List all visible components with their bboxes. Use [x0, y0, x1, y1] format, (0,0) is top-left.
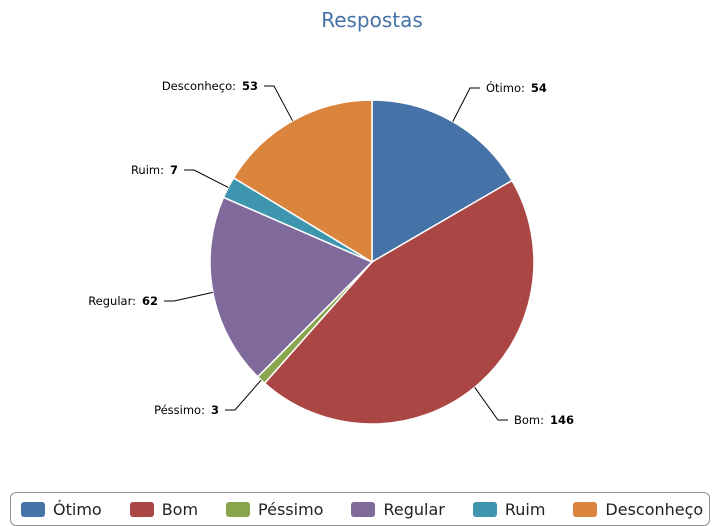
- legend-label: Ótimo: [53, 499, 102, 519]
- data-label-name: Regular:: [88, 294, 136, 308]
- data-label-name: Bom:: [514, 413, 544, 427]
- data-label-value: 146: [550, 413, 574, 427]
- legend-label: Desconheço: [605, 499, 704, 519]
- legend-swatch: [129, 501, 154, 517]
- data-label-value: 62: [142, 294, 158, 308]
- legend-swatch: [573, 501, 598, 517]
- legend-item-3[interactable]: Regular: [351, 499, 445, 519]
- pie-slices: [209, 99, 535, 425]
- connector-line-1: [474, 387, 508, 421]
- legend-item-4[interactable]: Ruim: [472, 499, 546, 519]
- connector-line-4: [184, 169, 229, 188]
- legend-item-0[interactable]: Ótimo: [21, 500, 102, 519]
- data-label-value: 53: [242, 79, 258, 93]
- data-label-4: Ruim: 7: [131, 163, 178, 177]
- legend-swatch: [226, 501, 251, 517]
- legend-swatch: [21, 501, 45, 517]
- data-label-0: Ótimo: 54: [486, 80, 547, 95]
- chart-title: Respostas: [321, 8, 423, 32]
- legend-swatch: [351, 501, 376, 517]
- legend-item-5[interactable]: Desconheço: [573, 500, 703, 519]
- pie-slice-1: [263, 179, 535, 425]
- data-label-name: Péssimo:: [154, 403, 205, 417]
- data-label-name: Ruim:: [131, 163, 164, 177]
- connector-line-2: [225, 379, 262, 411]
- data-label-1: Bom: 146: [514, 413, 574, 427]
- pie-slice-3: [209, 196, 374, 378]
- legend-item-2[interactable]: Péssimo: [226, 500, 323, 519]
- connector-line-3: [164, 291, 214, 302]
- data-label-name: Desconheço:: [162, 79, 236, 93]
- legend-label: Regular: [383, 499, 445, 519]
- legend: Ótimo Bom Péssimo Regular Ruim Desconheço: [10, 492, 710, 526]
- data-label-name: Ótimo:: [486, 80, 525, 95]
- connector-line-0: [452, 87, 480, 122]
- legend-label: Bom: [161, 499, 199, 519]
- data-label-3: Regular: 62: [88, 294, 158, 308]
- legend-swatch: [472, 501, 497, 517]
- connector-line-5: [264, 85, 294, 122]
- data-label-value: 7: [170, 163, 178, 177]
- data-label-2: Péssimo: 3: [154, 403, 219, 417]
- pie-chart: Respostas Ótimo: 54 Bom: 146 Péssimo: 3 Regula…: [88, 8, 574, 427]
- data-label-5: Desconheço: 53: [162, 79, 258, 93]
- legend-label: Ruim: [504, 499, 546, 519]
- data-label-value: 3: [211, 403, 219, 417]
- legend-label: Péssimo: [258, 499, 324, 519]
- legend-item-1[interactable]: Bom: [129, 499, 199, 519]
- data-label-value: 54: [531, 81, 547, 95]
- pie-labels: Ótimo: 54 Bom: 146 Péssimo: 3 Regular: 62 Ruim: 7…: [88, 79, 574, 427]
